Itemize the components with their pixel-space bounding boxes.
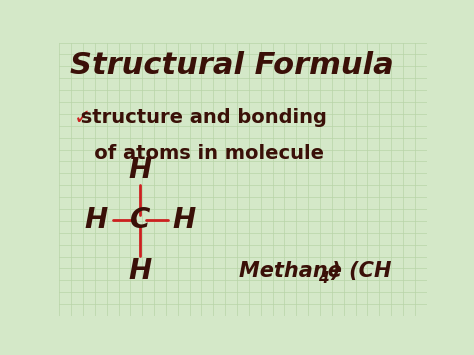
- Text: H: H: [128, 156, 152, 184]
- Text: H: H: [173, 206, 196, 234]
- Text: Methane (CH: Methane (CH: [239, 261, 392, 281]
- Text: Structural Formula: Structural Formula: [70, 51, 394, 80]
- Text: 4: 4: [318, 271, 329, 286]
- Text: H: H: [84, 206, 108, 234]
- Text: of atoms in molecule: of atoms in molecule: [74, 144, 324, 163]
- Text: ): ): [324, 261, 340, 281]
- Text: ✓: ✓: [74, 108, 91, 128]
- Text: C: C: [130, 206, 150, 234]
- Text: H: H: [128, 257, 152, 285]
- Text: structure and bonding: structure and bonding: [74, 108, 327, 127]
